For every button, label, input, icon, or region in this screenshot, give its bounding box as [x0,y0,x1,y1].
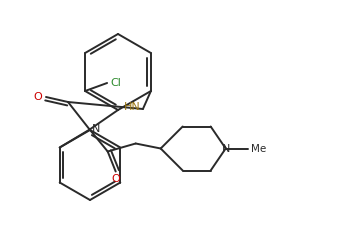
Text: Me: Me [251,143,266,153]
Text: O: O [33,92,42,102]
Text: Cl: Cl [110,78,121,88]
Text: HN: HN [124,102,141,112]
Text: O: O [111,175,120,185]
Text: N: N [92,124,100,135]
Text: N: N [221,143,230,153]
